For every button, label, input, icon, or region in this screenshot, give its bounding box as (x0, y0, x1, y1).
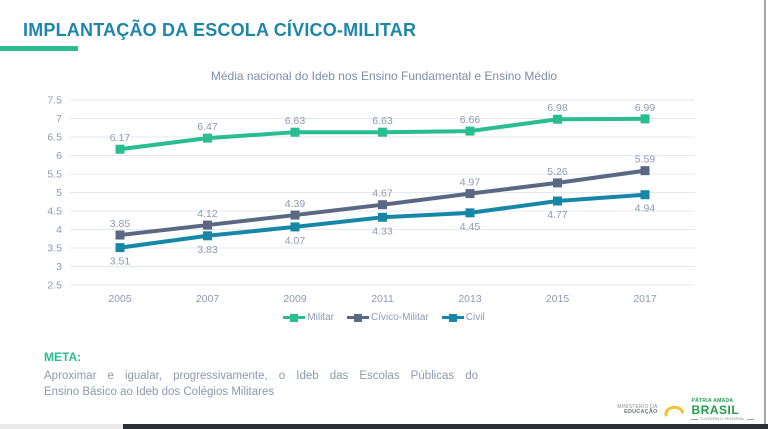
brand-dash-right (747, 418, 754, 420)
data-label: 6.47 (197, 121, 218, 133)
government-logos: MINISTÉRIO DA EDUCAÇÃO PÁTRIA AMADA BRAS… (617, 397, 754, 422)
ideb-line-chart: 2.5 3 3.5 4 4.5 5 5.5 6 6.5 7 7.5 2005 2007 2009 2011 2… (47, 95, 695, 305)
legend-label: Cívico-Militar (371, 311, 429, 323)
data-marker (203, 220, 212, 230)
data-marker (115, 230, 125, 240)
data-label: 4.45 (460, 221, 481, 233)
page-title: IMPLANTAÇÃO DA ESCOLA CÍVICO-MILITAR (23, 20, 417, 40)
y-tick-label: 3.5 (47, 243, 62, 255)
legend-item-Cívico-Militar: Cívico-Militar (347, 312, 429, 323)
ministry-line1: MINISTÉRIO DA (617, 403, 658, 410)
swoosh-icon (664, 405, 685, 417)
data-marker (553, 178, 562, 188)
y-tick-label: 5 (56, 187, 62, 199)
legend-marker-icon (441, 313, 464, 322)
data-label: 4.77 (547, 209, 568, 221)
y-tick-label: 4 (56, 224, 62, 236)
data-label: 4.39 (285, 198, 306, 210)
data-marker (465, 208, 475, 218)
legend-item-Militar: Militar (283, 312, 334, 323)
data-label: 6.99 (635, 102, 656, 114)
x-tick-label: 2017 (633, 293, 657, 305)
x-tick-label: 2015 (546, 293, 570, 305)
brand-dash-left (691, 418, 699, 420)
data-marker (203, 231, 212, 241)
y-tick-label: 6 (56, 150, 62, 162)
data-label: 4.97 (460, 177, 481, 189)
data-marker (378, 127, 387, 137)
y-tick-label: 4.5 (47, 206, 62, 218)
chart-title: Média nacional do Ideb nos Ensino Fundam… (210, 69, 558, 83)
data-marker (378, 212, 387, 222)
data-label: 5.26 (547, 166, 568, 178)
legend-item-Civil: Civil (441, 311, 485, 323)
data-marker (640, 190, 650, 200)
meta-text-line1: Aproximar e igualar, progressivamente, o… (44, 370, 478, 382)
data-marker (640, 114, 650, 124)
data-marker (465, 189, 475, 199)
y-tick-label: 7.5 (47, 95, 62, 107)
meta-heading: META: (44, 350, 82, 364)
data-label: 4.67 (372, 188, 393, 200)
data-label: 3.85 (110, 218, 131, 230)
meta-text-line2: Ensino Básico ao Ideb dos Colégios Milit… (44, 386, 275, 398)
bottom-bar-dark (123, 424, 768, 429)
y-tick-label: 2.5 (47, 280, 62, 292)
data-label: 6.66 (460, 114, 481, 126)
slide-right-edge (764, 0, 766, 429)
data-marker (290, 222, 300, 232)
x-tick-label: 2009 (283, 293, 307, 305)
data-marker (640, 166, 650, 176)
data-marker (553, 196, 562, 206)
data-label: 5.59 (635, 154, 656, 166)
y-tick-label: 5.5 (47, 169, 62, 181)
brand-top-label: PÁTRIA AMADA (691, 397, 734, 404)
data-label: 6.63 (285, 115, 306, 127)
ministry-line2: EDUCAÇÃO (624, 409, 658, 415)
data-label: 3.51 (110, 256, 131, 268)
data-marker (290, 127, 300, 137)
legend-marker-icon (347, 313, 369, 322)
data-marker (378, 200, 387, 210)
data-label: 3.83 (197, 244, 218, 256)
x-tick-label: 2011 (371, 293, 394, 305)
y-tick-label: 3 (56, 261, 62, 273)
x-tick-label: 2007 (196, 293, 220, 305)
brand-name-label: BRASIL (691, 403, 740, 418)
brand-bottom-label: GOVERNO FEDERAL (691, 417, 754, 421)
data-marker (203, 133, 212, 143)
x-tick-label: 2013 (458, 293, 482, 305)
data-label: 4.94 (635, 203, 656, 215)
data-label: 6.98 (547, 102, 568, 114)
data-marker (115, 144, 125, 154)
y-tick-label: 6.5 (47, 132, 62, 144)
data-marker (465, 126, 475, 136)
data-label: 4.33 (372, 225, 393, 237)
legend-marker-icon (283, 313, 306, 322)
data-label: 4.12 (197, 208, 218, 220)
chart-legend: Militar Cívico-Militar Civil (0, 309, 768, 325)
brasil-logo: PÁTRIA AMADA BRASIL GOVERNO FEDERAL (691, 397, 754, 422)
y-tick-label: 7 (56, 113, 62, 125)
legend-label: Militar (307, 311, 334, 323)
title-underline-bar (0, 46, 78, 51)
data-label: 6.17 (110, 132, 131, 144)
data-label: 4.07 (285, 235, 306, 247)
data-marker (553, 114, 562, 124)
data-marker (290, 210, 300, 220)
data-marker (115, 243, 125, 253)
ministry-logo: MINISTÉRIO DA EDUCAÇÃO (617, 403, 658, 416)
x-tick-label: 2005 (108, 293, 132, 305)
bottom-bar-light (0, 424, 123, 429)
data-label: 6.63 (372, 115, 393, 127)
legend-label: Civil (465, 311, 485, 323)
meta-block: META: Aproximar e igualar, progressivame… (44, 350, 478, 400)
